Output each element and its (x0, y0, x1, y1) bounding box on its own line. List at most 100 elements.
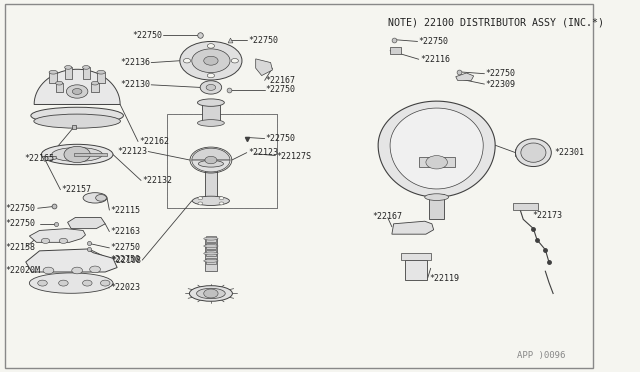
Ellipse shape (515, 139, 551, 167)
Polygon shape (42, 156, 56, 161)
Text: *22123: *22123 (117, 147, 147, 156)
Text: *22132: *22132 (142, 176, 172, 185)
Text: *22127S: *22127S (276, 152, 312, 161)
Text: *22750: *22750 (6, 219, 35, 228)
Bar (56, 83, 63, 92)
Text: APP )0096: APP )0096 (516, 351, 565, 360)
Text: *22750: *22750 (266, 134, 296, 143)
Polygon shape (68, 218, 105, 229)
Circle shape (198, 197, 203, 200)
Circle shape (204, 56, 218, 65)
Polygon shape (34, 69, 120, 105)
Bar (49, 72, 58, 83)
Bar (83, 67, 90, 78)
Circle shape (72, 267, 83, 274)
Text: *22023: *22023 (111, 283, 141, 292)
Ellipse shape (95, 195, 106, 201)
Circle shape (205, 156, 217, 164)
Polygon shape (26, 249, 117, 272)
Text: *22115: *22115 (111, 206, 141, 215)
Circle shape (198, 202, 203, 205)
Bar (401, 253, 431, 260)
Polygon shape (392, 221, 434, 234)
Bar (206, 250, 216, 256)
Text: *22157: *22157 (61, 185, 92, 194)
Text: *22750: *22750 (486, 69, 516, 78)
Text: *22116: *22116 (420, 55, 450, 64)
Circle shape (207, 73, 214, 78)
Ellipse shape (521, 143, 546, 162)
Ellipse shape (34, 114, 120, 128)
Ellipse shape (204, 259, 218, 262)
Ellipse shape (193, 196, 229, 205)
Text: *22165: *22165 (24, 154, 54, 163)
Circle shape (207, 44, 214, 48)
Circle shape (59, 280, 68, 286)
Bar (513, 203, 538, 210)
Ellipse shape (83, 193, 107, 203)
Circle shape (184, 58, 191, 63)
Bar (205, 164, 217, 201)
Text: NOTE) 22100 DISTRIBUTOR ASSY (INC.*): NOTE) 22100 DISTRIBUTOR ASSY (INC.*) (388, 17, 604, 28)
Ellipse shape (42, 144, 113, 165)
Circle shape (219, 197, 224, 200)
Circle shape (231, 58, 238, 63)
Circle shape (90, 266, 100, 273)
Ellipse shape (92, 81, 99, 85)
Ellipse shape (49, 70, 58, 74)
Bar (65, 67, 72, 78)
Circle shape (60, 238, 68, 243)
Polygon shape (192, 160, 230, 172)
Ellipse shape (56, 81, 63, 85)
Ellipse shape (52, 147, 102, 161)
Circle shape (100, 280, 110, 286)
Bar (419, 157, 454, 167)
Circle shape (200, 81, 221, 94)
Ellipse shape (29, 273, 113, 293)
Text: *22750: *22750 (248, 36, 278, 45)
Ellipse shape (196, 288, 225, 299)
Polygon shape (456, 73, 474, 80)
Circle shape (426, 155, 447, 169)
Bar (97, 72, 105, 83)
Text: *22123: *22123 (248, 148, 278, 157)
Text: *22750: *22750 (111, 254, 141, 263)
Bar (206, 235, 216, 241)
Text: *22020M: *22020M (6, 266, 40, 275)
Bar (429, 194, 444, 219)
Ellipse shape (83, 65, 90, 69)
Text: *22173: *22173 (532, 211, 562, 220)
Bar (405, 260, 426, 280)
Text: *22136: *22136 (120, 58, 150, 67)
Ellipse shape (204, 252, 218, 255)
Polygon shape (378, 101, 495, 197)
Text: *22309: *22309 (486, 80, 516, 89)
Bar (206, 243, 216, 249)
Text: *22167: *22167 (266, 76, 296, 85)
Circle shape (192, 49, 230, 73)
Text: *22130: *22130 (120, 80, 150, 89)
Circle shape (219, 202, 224, 205)
Ellipse shape (65, 65, 72, 69)
Bar (206, 258, 216, 264)
Text: *22119: *22119 (429, 274, 460, 283)
Text: *22167: *22167 (372, 212, 402, 221)
Ellipse shape (189, 286, 232, 301)
Circle shape (43, 267, 54, 274)
Circle shape (180, 41, 242, 80)
Circle shape (206, 84, 216, 90)
Circle shape (72, 89, 82, 94)
Polygon shape (192, 148, 230, 160)
Bar (92, 83, 99, 92)
Ellipse shape (198, 120, 225, 126)
Circle shape (64, 146, 90, 163)
Ellipse shape (97, 70, 105, 74)
Ellipse shape (31, 107, 124, 124)
Text: *22108: *22108 (111, 256, 141, 264)
Text: *22162: *22162 (140, 137, 169, 146)
Bar (205, 238, 217, 271)
Text: *22750: *22750 (132, 31, 162, 40)
Text: *22301: *22301 (554, 148, 584, 157)
Text: *22750: *22750 (419, 37, 449, 46)
Ellipse shape (425, 194, 449, 201)
